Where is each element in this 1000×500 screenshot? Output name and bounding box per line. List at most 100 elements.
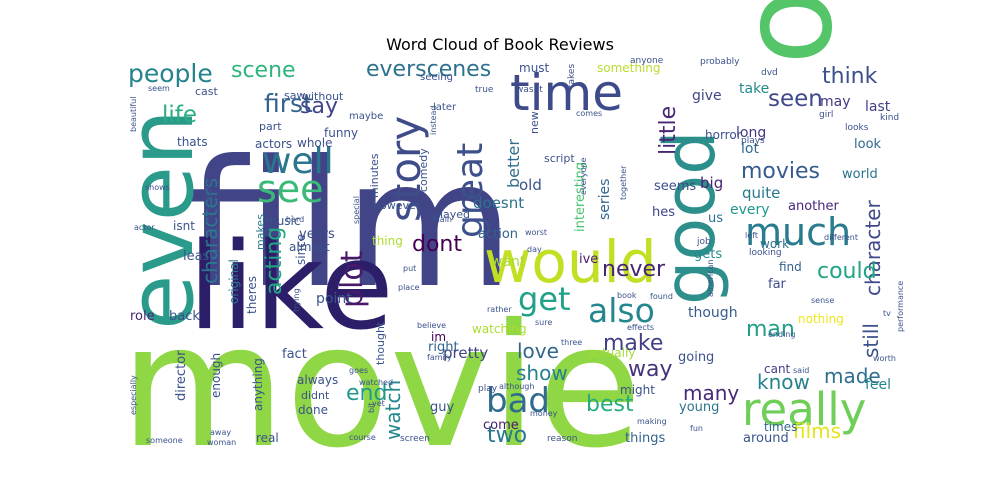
word-way: way — [628, 357, 673, 382]
word-time: time — [510, 64, 623, 122]
word-comedy: comedy — [417, 148, 430, 192]
word-things: things — [625, 431, 665, 446]
word-almost: almost — [289, 240, 330, 254]
word-show: show — [516, 361, 568, 385]
word-thats: thats — [177, 135, 208, 149]
word-played: played — [433, 208, 470, 221]
word-director: director — [174, 350, 189, 401]
word-anything: anything — [251, 358, 265, 411]
word-everything: everything — [204, 180, 213, 223]
word-always: always — [297, 373, 338, 387]
word-quite: quite — [742, 184, 780, 202]
word-around: around — [743, 431, 789, 446]
word-may: may — [820, 94, 851, 110]
word-three: three — [561, 338, 582, 347]
word-tv: tv — [883, 309, 891, 318]
word-say: say — [300, 94, 338, 119]
word-without: without — [302, 90, 344, 103]
word-right: right — [428, 340, 459, 355]
word-better: better — [504, 139, 523, 188]
word-makes: makes — [254, 214, 267, 250]
word-music: music — [265, 214, 300, 228]
word-believe: believe — [417, 321, 446, 330]
word-everyone: everyone — [579, 157, 588, 195]
word-us: us — [708, 211, 723, 226]
word-looks: looks — [845, 123, 869, 133]
word-original: original — [227, 259, 241, 304]
word-found: found — [650, 292, 673, 301]
word-someone: someone — [146, 436, 183, 445]
word-bit: bit — [367, 403, 376, 413]
word-give: give — [692, 88, 722, 104]
word-watch: watch — [381, 380, 405, 440]
word-people: people — [128, 59, 213, 88]
word-different: different — [824, 233, 858, 242]
word-young: young — [679, 400, 719, 415]
word-guy: guy — [430, 400, 454, 415]
word-doesnt: doesnt — [473, 194, 524, 212]
word-enough: enough — [209, 353, 223, 398]
word-scene: scene — [231, 58, 296, 83]
word-script: script — [544, 152, 575, 165]
word-course: course — [349, 433, 376, 442]
word-takes: takes — [567, 64, 577, 88]
word-bad: bad — [486, 381, 550, 421]
word-woman: woman — [207, 438, 236, 447]
word-dvd: dvd — [761, 68, 778, 78]
word-film: film — [185, 124, 514, 327]
word-would: would — [484, 228, 657, 296]
word-characters: characters — [198, 178, 222, 284]
word-series: series — [597, 179, 613, 220]
word-since: since — [294, 234, 308, 265]
word-must: must — [519, 61, 550, 75]
word-make: make — [603, 331, 663, 356]
word-didnt: didnt — [301, 389, 330, 402]
word-also: also — [588, 291, 655, 330]
word-find: find — [779, 260, 802, 274]
word-plays: plays — [741, 136, 765, 146]
word-character: character — [861, 199, 885, 296]
word-actors: actors — [255, 137, 292, 151]
word-ive: ive — [579, 252, 598, 267]
word-come: come — [483, 418, 519, 433]
word-little: little — [656, 106, 681, 155]
word-good: good — [649, 130, 731, 305]
word-much: much — [745, 210, 851, 254]
word-anyone: anyone — [630, 56, 664, 66]
word-look: look — [854, 137, 882, 152]
word-like: like — [188, 218, 394, 357]
word-later: later — [433, 102, 457, 113]
word-every: every — [730, 202, 770, 218]
word-theres: theres — [245, 276, 259, 314]
word-hard: hard — [286, 215, 304, 224]
word-still: still — [859, 323, 883, 358]
word-really: really — [742, 383, 866, 436]
word-play: play — [478, 384, 498, 394]
word-put: put — [403, 264, 416, 273]
word-end: end — [346, 381, 387, 406]
word-nothing: nothing — [798, 312, 844, 326]
word-big: big — [700, 174, 723, 192]
word-plot: plot — [335, 250, 370, 308]
word-last: last — [865, 99, 891, 115]
word-sense: sense — [811, 296, 834, 305]
word-book: book — [617, 291, 637, 300]
word-said: said — [793, 366, 809, 375]
word-american: american — [706, 260, 715, 298]
word-lot: lot — [741, 141, 759, 157]
word-actor: actor — [134, 223, 155, 232]
word-actually: actually — [588, 346, 635, 360]
word-hes: hes — [652, 205, 675, 220]
word-done: done — [298, 403, 328, 417]
word-place: place — [398, 283, 420, 292]
word-get: get — [518, 280, 571, 318]
word-fun: fun — [690, 424, 703, 433]
word-gets: gets — [694, 247, 722, 262]
word-movies: movies — [741, 159, 820, 184]
word-going: going — [678, 350, 714, 365]
word-first: first — [264, 89, 313, 118]
word-think: think — [822, 64, 878, 89]
word-day: day — [527, 245, 542, 254]
word-left: left — [745, 231, 758, 240]
